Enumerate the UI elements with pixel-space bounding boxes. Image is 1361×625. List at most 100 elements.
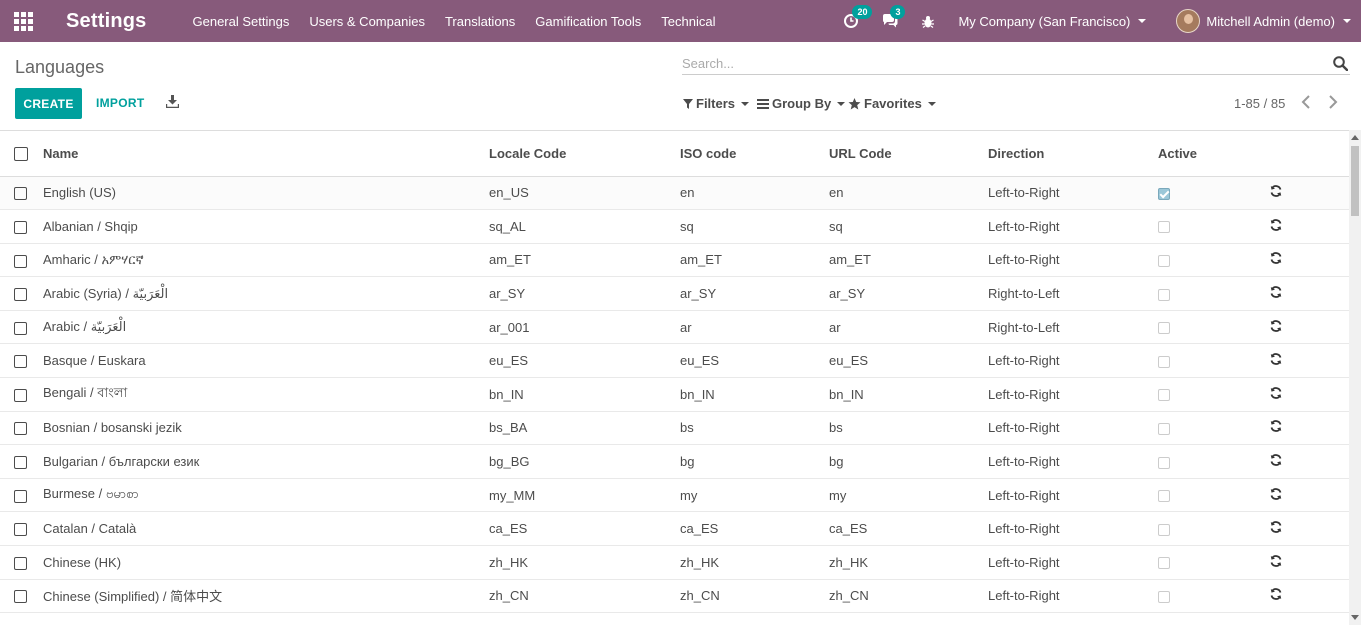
cell-direction[interactable]: Right-to-Left: [988, 310, 1158, 345]
refresh-icon[interactable]: [1270, 487, 1282, 503]
user-menu[interactable]: Mitchell Admin (demo): [1176, 9, 1351, 33]
scroll-down-icon[interactable]: [1351, 615, 1359, 620]
column-header-url-code[interactable]: URL Code: [829, 131, 988, 177]
cell-iso-code[interactable]: bg: [680, 444, 829, 479]
cell-iso-code[interactable]: eu_ES: [680, 343, 829, 379]
cell-name[interactable]: Chinese (Simplified) / 简体中文: [43, 579, 489, 614]
table-row[interactable]: Arabic (Syria) / الْعَرَبيّة ar_SY ar_SY ar…: [0, 276, 1349, 311]
search-input[interactable]: [682, 53, 1322, 73]
cell-url-code[interactable]: ca_ES: [829, 511, 988, 547]
previous-page-button[interactable]: [1301, 95, 1311, 112]
refresh-icon[interactable]: [1270, 219, 1282, 234]
table-row[interactable]: Bulgarian / български език bg_BG bg bg Left-…: [0, 444, 1349, 479]
messages-button[interactable]: 3: [882, 5, 906, 28]
cell-name[interactable]: Chinese (HK): [43, 545, 489, 580]
column-header-locale-code[interactable]: Locale Code: [489, 131, 680, 177]
cell-direction[interactable]: Left-to-Right: [988, 579, 1158, 614]
cell-direction[interactable]: Left-to-Right: [988, 411, 1158, 446]
apps-menu-icon[interactable]: [0, 0, 46, 42]
search-icon[interactable]: [1333, 56, 1348, 71]
app-brand[interactable]: Settings: [66, 9, 147, 32]
row-select-checkbox[interactable]: [14, 523, 27, 537]
table-row[interactable]: Arabic / الْعَرَبيّة ar_001 ar ar Right-to-L…: [0, 310, 1349, 345]
cell-iso-code[interactable]: en: [680, 176, 829, 211]
row-select-checkbox[interactable]: [14, 388, 27, 402]
row-select-checkbox[interactable]: [14, 355, 27, 369]
cell-url-code[interactable]: zh_CN: [829, 579, 988, 614]
menu-general-settings[interactable]: General Settings: [192, 13, 290, 29]
menu-users-companies[interactable]: Users & Companies: [309, 13, 425, 29]
cell-direction[interactable]: Right-to-Left: [988, 276, 1158, 311]
cell-url-code[interactable]: bs: [829, 411, 988, 446]
column-header-iso-code[interactable]: ISO code: [680, 131, 829, 177]
favorites-dropdown[interactable]: Favorites: [848, 96, 936, 111]
cell-iso-code[interactable]: ca_ES: [680, 511, 829, 547]
cell-iso-code[interactable]: am_ET: [680, 243, 829, 278]
table-row[interactable]: Basque / Euskara eu_ES eu_ES eu_ES Left-to-R…: [0, 343, 1349, 379]
cell-name[interactable]: Bulgarian / български език: [43, 444, 489, 479]
table-row[interactable]: English (US) en_US en en Left-to-Right: [0, 176, 1349, 211]
menu-translations[interactable]: Translations: [444, 13, 516, 29]
cell-url-code[interactable]: ar_SY: [829, 276, 988, 311]
pager-value[interactable]: 1-85 / 85: [1234, 96, 1286, 111]
row-select-checkbox[interactable]: [14, 556, 27, 570]
table-row[interactable]: Chinese (HK) zh_HK zh_HK zh_HK Left-to-Right: [0, 545, 1349, 580]
scroll-up-icon[interactable]: [1351, 135, 1359, 140]
cell-iso-code[interactable]: zh_HK: [680, 545, 829, 580]
create-button[interactable]: CREATE: [15, 88, 82, 119]
scroll-thumb[interactable]: [1351, 146, 1359, 216]
column-header-active[interactable]: Active: [1158, 131, 1270, 177]
row-select-checkbox[interactable]: [14, 422, 27, 436]
cell-iso-code[interactable]: ar_SY: [680, 276, 829, 311]
cell-locale-code[interactable]: my_MM: [489, 478, 680, 513]
cell-iso-code[interactable]: my: [680, 478, 829, 513]
cell-direction[interactable]: Left-to-Right: [988, 209, 1158, 244]
cell-url-code[interactable]: zh_HK: [829, 545, 988, 580]
table-row[interactable]: Burmese / ဗမာစာ my_MM my my Left-to-Right: [0, 478, 1349, 513]
company-switcher[interactable]: My Company (San Francisco): [958, 14, 1147, 29]
cell-url-code[interactable]: bn_IN: [829, 377, 988, 412]
cell-iso-code[interactable]: ar: [680, 310, 829, 345]
row-select-checkbox[interactable]: [14, 254, 27, 268]
row-select-checkbox[interactable]: [14, 456, 27, 470]
cell-url-code[interactable]: eu_ES: [829, 343, 988, 379]
cell-url-code[interactable]: bg: [829, 444, 988, 479]
cell-locale-code[interactable]: bn_IN: [489, 377, 680, 412]
groupby-dropdown[interactable]: Group By: [757, 96, 846, 111]
cell-locale-code[interactable]: ca_ES: [489, 511, 680, 547]
row-select-checkbox[interactable]: [14, 220, 27, 234]
refresh-icon[interactable]: [1270, 252, 1282, 267]
cell-direction[interactable]: Left-to-Right: [988, 545, 1158, 580]
cell-url-code[interactable]: ar: [829, 310, 988, 345]
table-row[interactable]: Amharic / አምሃርኛ am_ET am_ET am_ET Left-to-Ri…: [0, 243, 1349, 278]
cell-iso-code[interactable]: zh_CN: [680, 579, 829, 614]
next-page-button[interactable]: [1328, 95, 1338, 112]
cell-name[interactable]: Catalan / Català: [43, 511, 489, 547]
cell-name[interactable]: Albanian / Shqip: [43, 209, 489, 244]
cell-locale-code[interactable]: am_ET: [489, 243, 680, 278]
refresh-icon[interactable]: [1270, 286, 1282, 301]
cell-direction[interactable]: Left-to-Right: [988, 343, 1158, 379]
filters-dropdown[interactable]: Filters: [683, 96, 750, 111]
refresh-icon[interactable]: [1270, 420, 1282, 435]
cell-url-code[interactable]: en: [829, 176, 988, 211]
cell-name[interactable]: Burmese / ဗမာစာ: [43, 478, 489, 513]
cell-url-code[interactable]: am_ET: [829, 243, 988, 278]
cell-locale-code[interactable]: ar_001: [489, 310, 680, 345]
cell-locale-code[interactable]: bg_BG: [489, 444, 680, 479]
cell-locale-code[interactable]: bs_BA: [489, 411, 680, 446]
debug-button[interactable]: [922, 15, 935, 28]
table-row[interactable]: Bosnian / bosanski jezik bs_BA bs bs Left-to…: [0, 411, 1349, 446]
table-row[interactable]: Chinese (Simplified) / 简体中文 zh_CN zh_CN zh_…: [0, 579, 1349, 614]
refresh-icon[interactable]: [1270, 588, 1282, 603]
cell-locale-code[interactable]: eu_ES: [489, 343, 680, 379]
activity-button[interactable]: 20: [844, 5, 873, 28]
cell-iso-code[interactable]: sq: [680, 209, 829, 244]
cell-direction[interactable]: Left-to-Right: [988, 243, 1158, 278]
cell-direction[interactable]: Left-to-Right: [988, 444, 1158, 479]
cell-name[interactable]: English (US): [43, 176, 489, 211]
table-row[interactable]: Bengali / বাংলা bn_IN bn_IN bn_IN Left-to-Ri…: [0, 377, 1349, 412]
refresh-icon[interactable]: [1270, 554, 1282, 570]
row-select-checkbox[interactable]: [14, 288, 27, 302]
import-button[interactable]: IMPORT: [96, 96, 145, 110]
